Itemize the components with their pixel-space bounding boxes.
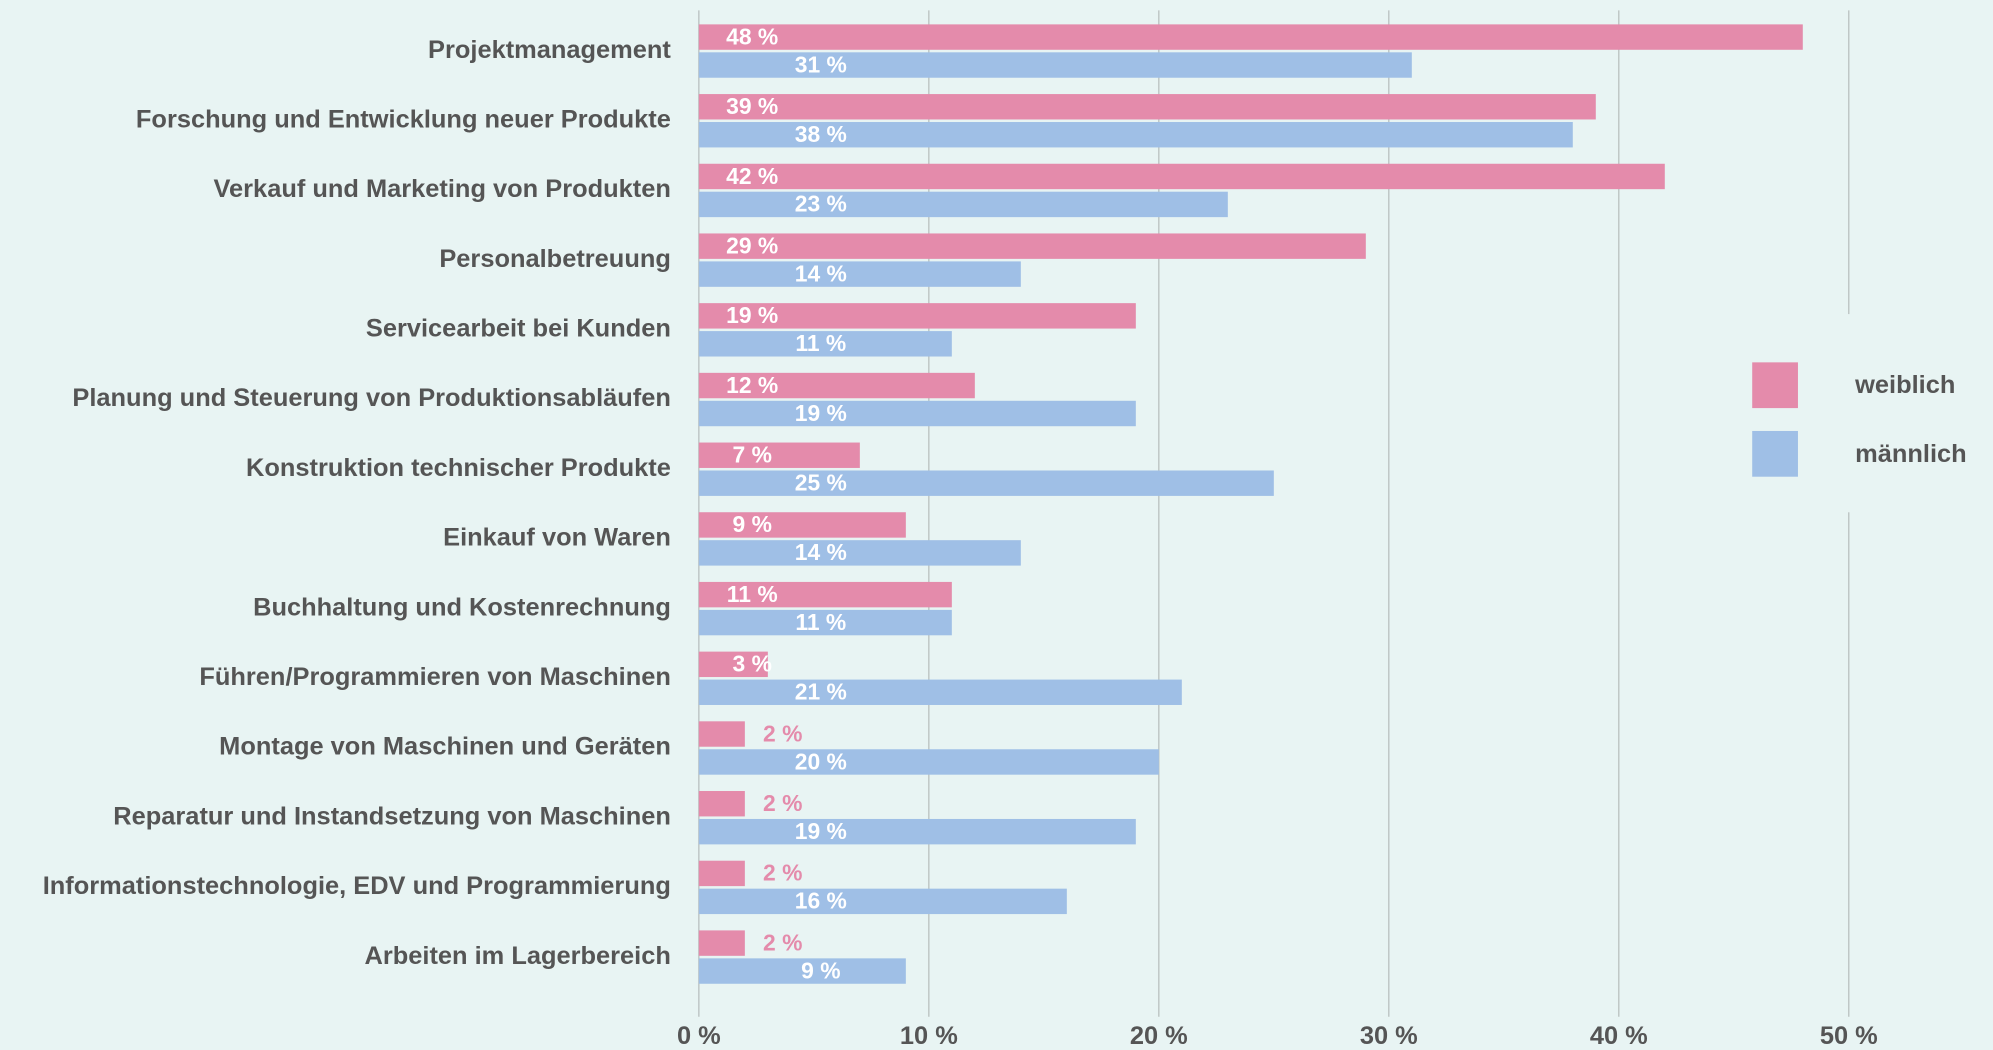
data-label: 2 % [763, 860, 802, 886]
bar [698, 958, 906, 984]
bar [698, 94, 1596, 120]
bar [698, 261, 1021, 287]
data-label: 14 % [795, 260, 847, 286]
data-label: 11 % [727, 581, 778, 607]
data-label: 16 % [795, 888, 847, 914]
category-label: Montage von Maschinen und Geräten [219, 733, 671, 761]
data-label: 7 % [733, 442, 772, 468]
category-label: Planung und Steuerung von Produktionsabl… [72, 384, 670, 412]
bar [698, 540, 1021, 566]
data-label: 9 % [801, 957, 840, 983]
bar [698, 930, 745, 956]
bar [698, 233, 1366, 259]
bar [698, 581, 952, 608]
data-label: 21 % [795, 679, 847, 705]
bar [698, 651, 768, 678]
bar [698, 721, 745, 747]
data-label: 12 % [726, 372, 778, 398]
data-label: 29 % [726, 232, 778, 258]
category-label: Konstruktion technischer Produkte [246, 454, 671, 482]
x-tick-label: 40 % [1590, 1022, 1648, 1050]
data-label: 11 % [795, 609, 846, 635]
data-label: 2 % [763, 929, 802, 955]
bar [698, 888, 1067, 915]
x-tick-label: 30 % [1360, 1022, 1418, 1050]
data-label: 48 % [726, 23, 778, 49]
data-label: 38 % [795, 121, 847, 147]
data-label: 19 % [726, 302, 778, 328]
bar [698, 163, 1665, 190]
bar [698, 609, 952, 636]
bar [698, 442, 860, 468]
bar [698, 372, 975, 399]
bar [698, 191, 1228, 218]
x-tick-label: 50 % [1820, 1022, 1878, 1050]
category-label: Servicearbeit bei Kunden [366, 315, 671, 343]
x-tick-label: 20 % [1130, 1022, 1188, 1050]
category-label: Buchhaltung und Kostenrechnung [253, 593, 671, 621]
data-label: 2 % [763, 790, 802, 816]
category-label: Informationstechnologie, EDV und Program… [43, 872, 671, 900]
category-label: Reparatur und Instandsetzung von Maschin… [113, 802, 671, 830]
legend-label: weiblich [1854, 371, 1955, 399]
category-label: Einkauf von Waren [443, 524, 671, 552]
data-label: 9 % [733, 511, 772, 537]
data-label: 19 % [795, 818, 847, 844]
bar [698, 400, 1136, 427]
data-label: 14 % [795, 539, 847, 565]
category-label: Forschung und Entwicklung neuer Produkte [136, 105, 671, 133]
bar [698, 303, 1136, 329]
data-label: 20 % [795, 748, 847, 774]
category-label: Verkauf und Marketing von Produkten [214, 175, 671, 203]
x-tick-label: 0 % [677, 1022, 721, 1050]
category-label: Personalbetreuung [439, 245, 671, 273]
bar [698, 818, 1136, 845]
bar [698, 512, 906, 538]
data-label: 23 % [795, 191, 847, 217]
data-label: 11 % [795, 330, 846, 356]
bar [698, 24, 1803, 50]
data-label: 25 % [795, 470, 847, 496]
bar [698, 52, 1412, 78]
category-label: Projektmanagement [428, 36, 671, 64]
bar [698, 791, 745, 817]
x-tick-label: 10 % [900, 1022, 958, 1050]
data-label: 31 % [795, 51, 847, 77]
category-label: Führen/Programmieren von Maschinen [199, 663, 671, 691]
data-label: 19 % [795, 400, 847, 426]
legend-label: männlich [1855, 440, 1967, 468]
legend-swatch [1752, 430, 1798, 477]
bar [698, 749, 1159, 775]
data-label: 3 % [733, 651, 772, 677]
data-label: 39 % [726, 93, 778, 119]
bar [698, 122, 1573, 148]
data-label: 42 % [726, 163, 778, 189]
category-label: Arbeiten im Lagerbereich [365, 942, 671, 970]
legend-swatch [1752, 362, 1798, 409]
legend-background [1740, 314, 1993, 513]
bar [698, 470, 1274, 496]
bar [698, 679, 1182, 705]
data-label: 2 % [763, 720, 802, 746]
bar [698, 331, 952, 357]
bar [698, 860, 745, 887]
